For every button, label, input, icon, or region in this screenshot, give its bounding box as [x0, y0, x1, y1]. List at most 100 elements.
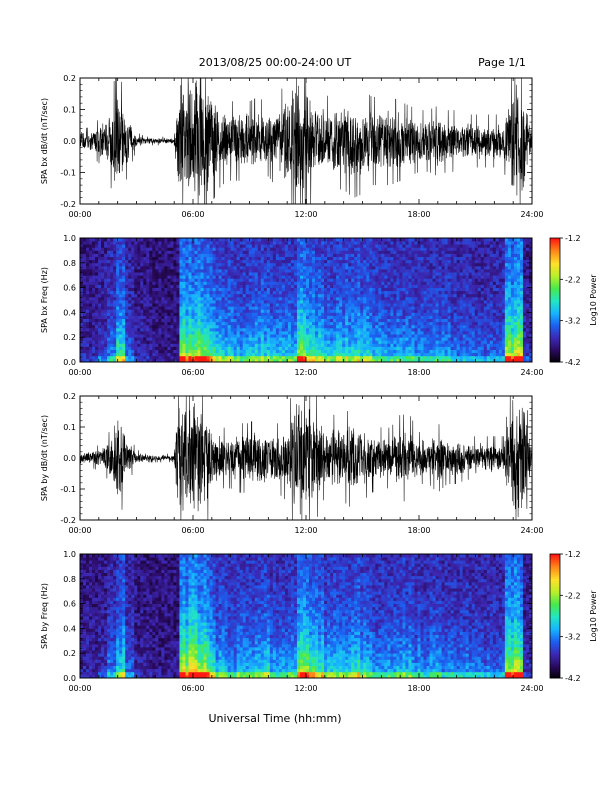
heat-cell: [137, 281, 141, 285]
heat-cell: [384, 312, 388, 316]
heat-cell: [116, 318, 120, 323]
heat-cell: [89, 355, 93, 360]
heat-cell: [384, 247, 388, 251]
heat-cell: [185, 284, 189, 288]
heat-cell: [95, 256, 99, 261]
heat-cell: [411, 241, 415, 245]
heat-cell: [278, 244, 283, 248]
heat-cell: [251, 244, 256, 248]
heat-cell: [182, 272, 186, 276]
heat-cell: [101, 303, 105, 307]
heat-cell: [89, 262, 93, 267]
heat-cell: [260, 343, 265, 347]
heat-cell: [260, 238, 265, 242]
heat-cell: [206, 238, 210, 242]
heat-cell: [420, 290, 424, 295]
heat-cell: [339, 259, 343, 264]
heat-cell: [333, 290, 337, 295]
heat-cell: [254, 318, 259, 323]
heat-cell: [212, 300, 216, 304]
heat-cell: [146, 278, 150, 282]
heat-cell: [254, 340, 259, 344]
heat-cell: [158, 300, 162, 304]
heat-cell: [251, 290, 256, 295]
heat-cell: [438, 284, 442, 288]
heat-cell: [348, 296, 352, 301]
heat-cell: [149, 265, 153, 270]
heat-cell: [230, 238, 235, 242]
heat-cell: [324, 290, 328, 295]
heat-cell: [269, 321, 274, 326]
heat-cell: [351, 284, 355, 288]
heat-cell: [236, 343, 241, 347]
heat-cell: [179, 247, 183, 251]
heat-cell: [414, 278, 418, 282]
heat-cell: [432, 241, 436, 245]
heat-cell: [306, 324, 310, 329]
heat-cell: [164, 346, 168, 350]
heat-cell: [293, 290, 298, 295]
heat-cell: [143, 334, 147, 338]
heat-cell: [381, 309, 385, 313]
heat-cell: [354, 238, 358, 242]
heat-cell: [336, 296, 340, 301]
heat-cell: [182, 331, 186, 335]
heat-cell: [233, 238, 238, 242]
heat-cell: [182, 303, 186, 307]
heat-cell: [155, 293, 159, 298]
heat-cell: [269, 265, 274, 270]
heat-cell: [420, 238, 424, 242]
heat-cell: [354, 247, 358, 251]
heat-cell: [390, 337, 394, 341]
heat-cell: [224, 321, 229, 326]
heat-cell: [420, 318, 424, 323]
heat-cell: [233, 247, 238, 251]
heat-cell: [212, 346, 216, 350]
heat-cell: [339, 340, 343, 344]
heat-cell: [92, 250, 96, 254]
heat-cell: [375, 262, 379, 267]
heat-cell: [354, 358, 358, 363]
heat-cell: [402, 312, 406, 316]
heat-cell: [420, 306, 424, 310]
heat-cell: [393, 278, 397, 282]
heat-cell: [278, 349, 283, 354]
heat-cell: [342, 244, 346, 248]
heat-cell: [296, 281, 301, 285]
heat-cell: [336, 358, 340, 363]
heat-cell: [336, 331, 340, 335]
heat-cell: [260, 334, 265, 338]
heat-cell: [83, 272, 87, 276]
heat-cell: [239, 312, 244, 316]
heat-cell: [131, 241, 135, 245]
heat-cell: [164, 284, 168, 288]
heat-cell: [257, 346, 262, 350]
heat-cell: [387, 346, 391, 350]
heat-cell: [149, 284, 153, 288]
heat-cell: [173, 250, 177, 254]
heat-cell: [435, 346, 439, 350]
heat-cell: [242, 312, 247, 316]
heat-cell: [432, 284, 436, 288]
heat-cell: [257, 275, 262, 279]
heat-cell: [230, 272, 235, 276]
heat-cell: [227, 284, 232, 288]
heat-cell: [149, 250, 153, 254]
heat-cell: [354, 244, 358, 248]
heat-cell: [366, 287, 370, 292]
heat-cell: [110, 287, 114, 292]
heat-cell: [293, 284, 298, 288]
heat-cell: [212, 290, 216, 295]
heat-cell: [357, 318, 361, 323]
heat-cell: [281, 349, 286, 354]
heat-cell: [429, 349, 433, 354]
heat-cell: [284, 244, 289, 248]
heat-cell: [176, 309, 180, 313]
heat-cell: [260, 358, 265, 363]
heat-cell: [375, 238, 379, 242]
heat-cell: [306, 293, 310, 298]
heat-cell: [438, 256, 442, 261]
heat-cell: [170, 309, 174, 313]
heat-cell: [360, 262, 364, 267]
heat-cell: [119, 352, 123, 357]
